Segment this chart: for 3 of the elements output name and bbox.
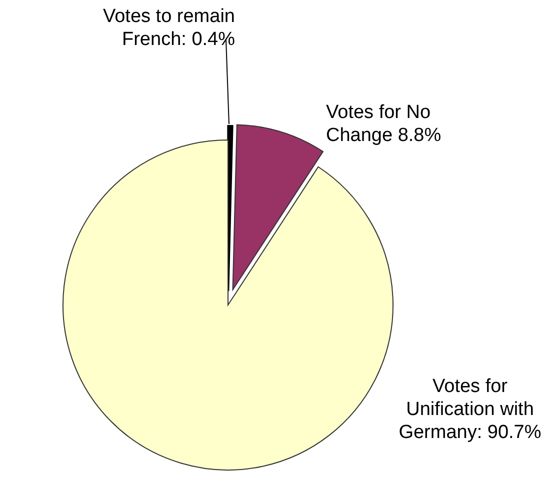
slice-label: Votes to remain French: 0.4%: [102, 6, 236, 50]
slice-label: Votes for Unification with Germany: 90.7%: [398, 376, 542, 443]
slice-label: Votes for No Change 8.8%: [326, 102, 442, 146]
